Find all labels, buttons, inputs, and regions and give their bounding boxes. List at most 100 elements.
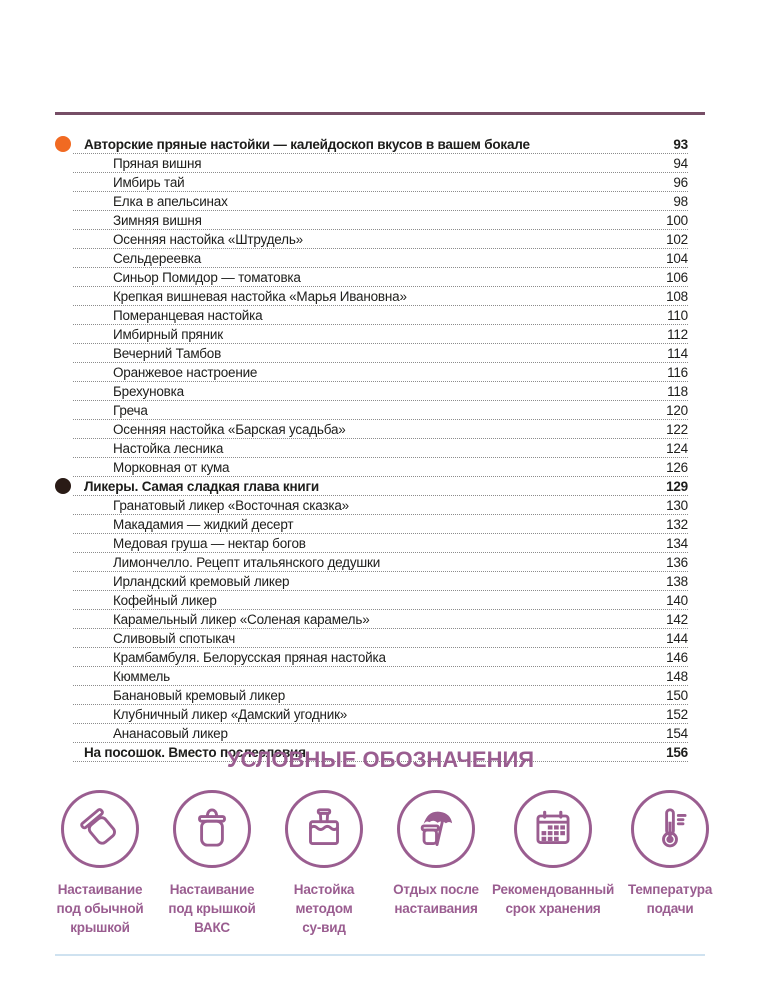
toc-page-number: 100 xyxy=(666,212,688,228)
toc-page-number: 124 xyxy=(666,440,688,456)
toc-entry-row: Имбирный пряник 112 xyxy=(73,325,688,344)
legend-caption: Настойка методом су-вид xyxy=(293,882,355,935)
toc-title: Карамельный ликер «Соленая карамель» xyxy=(113,611,370,627)
toc-entry-row: Греча 120 xyxy=(73,401,688,420)
toc-entry-row: Брехуновка 118 xyxy=(73,382,688,401)
toc-title: Померанцевая настойка xyxy=(113,307,263,323)
toc-entry-row: Елка в апельсинах 98 xyxy=(73,192,688,211)
toc-entry-row: Настойка лесника 124 xyxy=(73,439,688,458)
toc-page-number: 146 xyxy=(666,649,688,665)
toc-title: Осенняя настойка «Барская усадьба» xyxy=(113,421,346,437)
toc-title: Кюммель xyxy=(113,668,170,684)
toc-title: Сельдереевка xyxy=(113,250,202,266)
toc-entry-row: Имбирь тай 96 xyxy=(73,173,688,192)
toc-page-number: 104 xyxy=(666,250,688,266)
legend-item: Отдых после настаивания xyxy=(380,790,492,937)
toc-entry-row: Медовая груша — нектар богов 134 xyxy=(73,534,688,553)
toc-entry-row: Лимончелло. Рецепт итальянского дедушки 1… xyxy=(73,553,688,572)
legend-caption: Настаивание под крышкой ВАКС xyxy=(168,882,256,935)
toc-page-number: 132 xyxy=(666,516,688,532)
toc-page-number: 148 xyxy=(666,668,688,684)
toc-entry-row: Зимняя вишня 100 xyxy=(73,211,688,230)
toc-page-number: 136 xyxy=(666,554,688,570)
toc-page-number: 126 xyxy=(666,459,688,475)
toc-entry-row: Сельдереевка 104 xyxy=(73,249,688,268)
legend-item: Настойка методом су-вид xyxy=(268,790,380,937)
toc-entry-row: Померанцевая настойка 110 xyxy=(73,306,688,325)
toc-page-number: 112 xyxy=(667,326,688,342)
toc-chapter-row: Авторские пряные настойки — калейдоскоп … xyxy=(55,135,688,154)
toc-page-number: 98 xyxy=(673,193,688,209)
toc-entry-row: Вечерний Тамбов 114 xyxy=(73,344,688,363)
toc-page-number: 154 xyxy=(666,725,688,741)
calendar-icon xyxy=(514,790,593,868)
toc-page-number: 156 xyxy=(666,744,688,760)
toc-title: Брехуновка xyxy=(113,383,184,399)
toc-entry-row: Банановый кремовый ликер 150 xyxy=(73,686,688,705)
jar-vacuum-lid-icon xyxy=(173,790,251,868)
toc-title: Ликеры. Самая сладкая глава книги xyxy=(84,478,320,494)
toc-title: Имбирь тай xyxy=(113,174,185,190)
toc-chapter-row: На посошок. Вместо послесловия 156 xyxy=(73,743,688,762)
table-of-contents: Авторские пряные настойки — калейдоскоп … xyxy=(55,135,688,762)
toc-page-number: 106 xyxy=(666,269,688,285)
toc-page-number: 134 xyxy=(666,535,688,551)
toc-title: Крепкая вишневая настойка «Марья Ивановн… xyxy=(113,288,407,304)
toc-entry-row: Карамельный ликер «Соленая карамель» 142 xyxy=(73,610,688,629)
toc-title: Ананасовый ликер xyxy=(113,725,228,741)
toc-entry-row: Синьор Помидор — томатовка 106 xyxy=(73,268,688,287)
chapter-bullet-icon xyxy=(55,478,71,494)
toc-page-number: 93 xyxy=(673,136,688,152)
legend-title: УСЛОВНЫЕ ОБОЗНАЧЕНИЯ xyxy=(226,747,535,772)
toc-page-number: 144 xyxy=(666,630,688,646)
toc-page-number: 108 xyxy=(666,288,688,304)
legend-caption: Рекомендованный срок хранения xyxy=(492,882,615,916)
toc-title: Лимончелло. Рецепт итальянского дедушки xyxy=(113,554,381,570)
toc-page-number: 114 xyxy=(667,345,688,361)
toc-entry-row: Кофейный ликер 140 xyxy=(73,591,688,610)
toc-page-number: 122 xyxy=(666,421,688,437)
toc-title: Клубничный ликер «Дамский угодник» xyxy=(113,706,348,722)
toc-entry-row: Ирландский кремовый ликер 138 xyxy=(73,572,688,591)
bottom-rule xyxy=(55,954,705,956)
toc-page-number: 120 xyxy=(666,402,688,418)
toc-entry-row: Пряная вишня 94 xyxy=(73,154,688,173)
toc-title: Гранатовый ликер «Восточная сказка» xyxy=(113,497,349,513)
legend-item: Настаивание под крышкой ВАКС xyxy=(156,790,268,937)
toc-title: Вечерний Тамбов xyxy=(113,345,222,361)
toc-page-number: 94 xyxy=(673,155,688,171)
toc-entry-row: Кюммель 148 xyxy=(73,667,688,686)
toc-title: Имбирный пряник xyxy=(113,326,223,342)
toc-page-number: 96 xyxy=(673,174,688,190)
toc-title: Авторские пряные настойки — калейдоскоп … xyxy=(84,136,530,152)
toc-page-number: 140 xyxy=(666,592,688,608)
jar-umbrella-icon xyxy=(397,790,475,868)
toc-entry-row: Крамбамбуля. Белорусская пряная настойка… xyxy=(73,648,688,667)
toc-title: Елка в апельсинах xyxy=(113,193,228,209)
toc-title: Крамбамбуля. Белорусская пряная настойка xyxy=(113,649,386,665)
legend-caption: Настаивание под обычной крышкой xyxy=(56,882,144,935)
toc-title: Морковная от кума xyxy=(113,459,230,475)
toc-page-number: 116 xyxy=(667,364,688,380)
toc-page-number: 152 xyxy=(666,706,688,722)
top-rule xyxy=(55,112,705,115)
toc-entry-row: Гранатовый ликер «Восточная сказка» 130 xyxy=(73,496,688,515)
jar-tilted-icon xyxy=(61,790,139,868)
legend-item: Рекомендованный срок хранения xyxy=(492,790,614,937)
toc-title: Кофейный ликер xyxy=(113,592,217,608)
toc-title: Медовая груша — нектар богов xyxy=(113,535,306,551)
toc-title: Зимняя вишня xyxy=(113,212,202,228)
legend-item: Настаивание под обычной крышкой xyxy=(44,790,156,937)
toc-title: На посошок. Вместо послесловия xyxy=(84,744,306,760)
chapter-bullet-icon xyxy=(55,136,71,152)
toc-title: Настойка лесника xyxy=(113,440,224,456)
toc-page-number: 102 xyxy=(666,231,688,247)
toc-entry-row: Макадамия — жидкий десерт 132 xyxy=(73,515,688,534)
toc-title: Макадамия — жидкий десерт xyxy=(113,516,294,532)
toc-page-number: 129 xyxy=(666,478,688,494)
sous-vide-icon xyxy=(285,790,363,868)
toc-chapter-row: Ликеры. Самая сладкая глава книги 129 xyxy=(55,477,688,496)
toc-page-number: 118 xyxy=(667,383,688,399)
toc-entry-row: Сливовый спотыкач 144 xyxy=(73,629,688,648)
toc-page-number: 130 xyxy=(666,497,688,513)
